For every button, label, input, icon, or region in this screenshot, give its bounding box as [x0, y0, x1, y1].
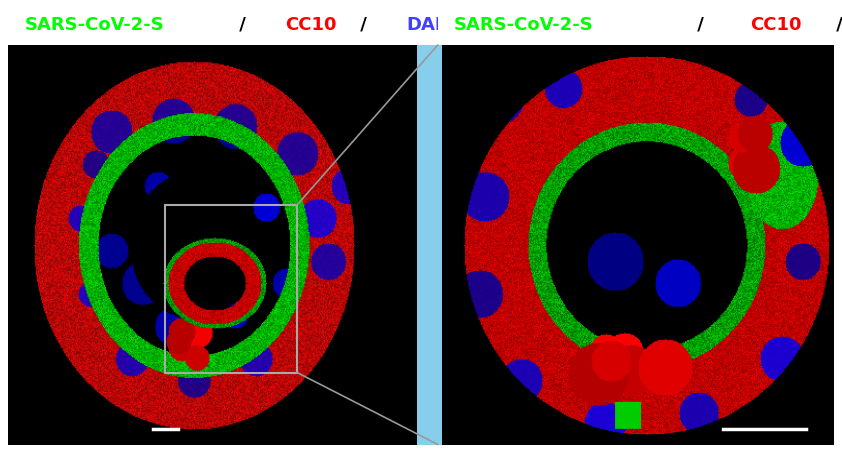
Text: CC10: CC10	[285, 16, 336, 34]
Bar	[165, 205, 297, 373]
Text: /: /	[829, 16, 842, 34]
Text: /: /	[691, 16, 711, 34]
Text: /: /	[354, 16, 373, 34]
Text: SARS-CoV-2-S: SARS-CoV-2-S	[25, 16, 165, 34]
Text: CC10: CC10	[750, 16, 802, 34]
Text: DAPI: DAPI	[406, 16, 455, 34]
Text: SARS-CoV-2-S: SARS-CoV-2-S	[454, 16, 594, 34]
Text: /: /	[233, 16, 252, 34]
